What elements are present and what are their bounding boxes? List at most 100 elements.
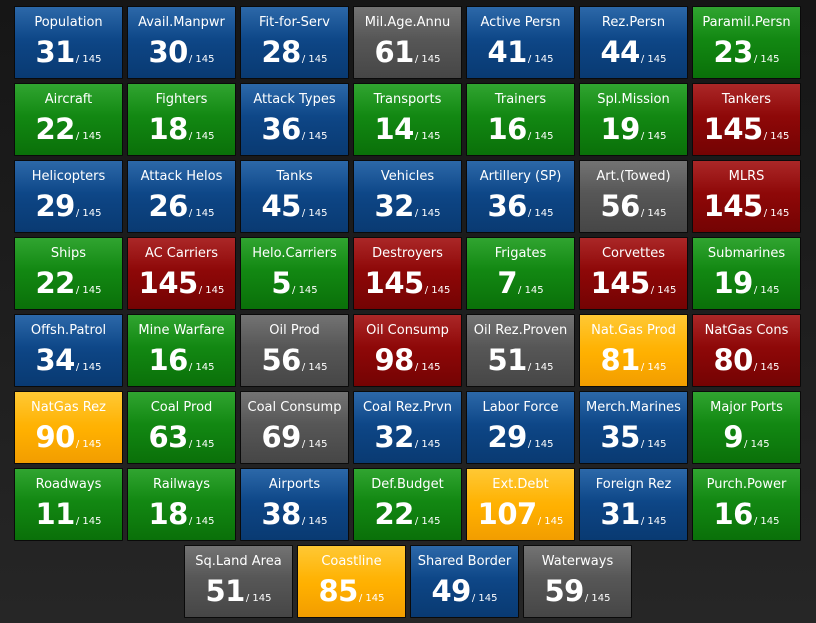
stat-rank-value: 29 xyxy=(35,189,76,223)
stat-tile-ships[interactable]: Ships 22/ 145 xyxy=(14,237,123,310)
stat-rank-total: / 145 xyxy=(292,285,318,296)
stat-rank-value: 26 xyxy=(148,189,189,223)
stat-rank-value: 11 xyxy=(35,497,76,531)
stat-tile-ac-carriers[interactable]: AC Carriers 145/ 145 xyxy=(127,237,236,310)
stat-tile-oil-consump[interactable]: Oil Consump 98/ 145 xyxy=(353,314,462,387)
stat-score: 31/ 145 xyxy=(15,34,122,70)
stat-tile-oil-prod[interactable]: Oil Prod 56/ 145 xyxy=(240,314,349,387)
stat-tile-artillery-sp[interactable]: Artillery (SP) 36/ 145 xyxy=(466,160,575,233)
stat-tile-coal-prod[interactable]: Coal Prod 63/ 145 xyxy=(127,391,236,464)
stat-tile-active-persn[interactable]: Active Persn 41/ 145 xyxy=(466,6,575,79)
stat-tile-destroyers[interactable]: Destroyers 145/ 145 xyxy=(353,237,462,310)
stat-tile-paramil-persn[interactable]: Paramil.Persn 23/ 145 xyxy=(692,6,801,79)
stat-rank-value: 29 xyxy=(487,420,528,454)
stat-rank-total: / 145 xyxy=(414,362,441,373)
stat-tile-mlrs[interactable]: MLRS 145/ 145 xyxy=(692,160,801,233)
stat-tile-frigates[interactable]: Frigates 7/ 145 xyxy=(466,237,575,310)
stat-tile-roadways[interactable]: Roadways 11/ 145 xyxy=(14,468,123,541)
stat-label: Oil Rez.Proven xyxy=(473,323,568,338)
stat-rank-value: 56 xyxy=(261,343,302,377)
stat-tile-def-budget[interactable]: Def.Budget 22/ 145 xyxy=(353,468,462,541)
stat-label: Airports xyxy=(268,477,321,492)
stat-tile-coal-rez-prvn[interactable]: Coal Rez.Prvn 32/ 145 xyxy=(353,391,462,464)
stat-rank-total: / 145 xyxy=(527,131,554,142)
stat-tile-railways[interactable]: Railways 18/ 145 xyxy=(127,468,236,541)
stat-tile-natgas-rez[interactable]: NatGas Rez 90/ 145 xyxy=(14,391,123,464)
stat-label: Art.(Towed) xyxy=(596,169,671,184)
stat-tile-trainers[interactable]: Trainers 16/ 145 xyxy=(466,83,575,156)
stat-label: Labor Force xyxy=(482,400,559,415)
stat-rank-total: / 145 xyxy=(414,54,441,65)
stat-rank-total: / 145 xyxy=(75,285,102,296)
stat-tile-rez-persn[interactable]: Rez.Persn 44/ 145 xyxy=(579,6,688,79)
stat-tile-labor-force[interactable]: Labor Force 29/ 145 xyxy=(466,391,575,464)
stat-score: 31/ 145 xyxy=(580,496,687,532)
stat-tile-tanks[interactable]: Tanks 45/ 145 xyxy=(240,160,349,233)
stat-tile-foreign-rez[interactable]: Foreign Rez 31/ 145 xyxy=(579,468,688,541)
stat-score: 69/ 145 xyxy=(241,419,348,455)
stat-tile-merch-marines[interactable]: Merch.Marines 35/ 145 xyxy=(579,391,688,464)
stat-tile-shared-border[interactable]: Shared Border 49/ 145 xyxy=(410,545,519,618)
stat-tile-oil-rez-proven[interactable]: Oil Rez.Proven 51/ 145 xyxy=(466,314,575,387)
stat-tile-sq-land-area[interactable]: Sq.Land Area 51/ 145 xyxy=(184,545,293,618)
stat-rank-value: 22 xyxy=(374,497,415,531)
stat-rank-value: 69 xyxy=(261,420,302,454)
stat-score: 90/ 145 xyxy=(15,419,122,455)
stat-score: 22/ 145 xyxy=(354,496,461,532)
stat-tile-avail-manpwr[interactable]: Avail.Manpwr 30/ 145 xyxy=(127,6,236,79)
stat-rank-value: 145 xyxy=(138,266,199,300)
stat-tile-purch-power[interactable]: Purch.Power 16/ 145 xyxy=(692,468,801,541)
stat-tile-corvettes[interactable]: Corvettes 145/ 145 xyxy=(579,237,688,310)
stat-rank-total: / 145 xyxy=(584,593,611,604)
stat-label: Shared Border xyxy=(417,554,512,569)
stat-rank-total: / 145 xyxy=(424,285,451,296)
stat-tile-attack-helos[interactable]: Attack Helos 26/ 145 xyxy=(127,160,236,233)
stat-rank-value: 31 xyxy=(600,497,641,531)
stat-tile-vehicles[interactable]: Vehicles 32/ 145 xyxy=(353,160,462,233)
stat-rank-value: 22 xyxy=(35,266,76,300)
rankings-grid: Population 31/ 145 Avail.Manpwr 30/ 145 Fit-… xyxy=(14,6,801,541)
stat-rank-total: / 145 xyxy=(75,516,102,527)
stat-tile-aircraft[interactable]: Aircraft 22/ 145 xyxy=(14,83,123,156)
stat-tile-mine-warfare[interactable]: Mine Warfare 16/ 145 xyxy=(127,314,236,387)
stat-tile-transports[interactable]: Transports 14/ 145 xyxy=(353,83,462,156)
stat-tile-major-ports[interactable]: Major Ports 9/ 145 xyxy=(692,391,801,464)
stat-tile-population[interactable]: Population 31/ 145 xyxy=(14,6,123,79)
stat-tile-helo-carriers[interactable]: Helo.Carriers 5/ 145 xyxy=(240,237,349,310)
stat-rank-total: / 145 xyxy=(301,54,328,65)
stat-tile-spl-mission[interactable]: Spl.Mission 19/ 145 xyxy=(579,83,688,156)
stat-rank-total: / 145 xyxy=(188,439,215,450)
stat-label: Corvettes xyxy=(601,246,666,261)
stat-tile-coal-consump[interactable]: Coal Consump 69/ 145 xyxy=(240,391,349,464)
stat-label: Oil Prod xyxy=(269,323,320,338)
stat-label: Destroyers xyxy=(372,246,443,261)
stat-tile-attack-types[interactable]: Attack Types 36/ 145 xyxy=(240,83,349,156)
stat-rank-total: / 145 xyxy=(301,131,328,142)
stat-score: 32/ 145 xyxy=(354,419,461,455)
stat-tile-airports[interactable]: Airports 38/ 145 xyxy=(240,468,349,541)
stat-tile-coastline[interactable]: Coastline 85/ 145 xyxy=(297,545,406,618)
stat-rank-value: 18 xyxy=(148,497,189,531)
stat-label: NatGas Rez xyxy=(30,400,106,415)
stat-tile-fighters[interactable]: Fighters 18/ 145 xyxy=(127,83,236,156)
stat-tile-natgas-cons[interactable]: NatGas Cons 80/ 145 xyxy=(692,314,801,387)
stat-rank-value: 63 xyxy=(148,420,189,454)
stat-tile-tankers[interactable]: Tankers 145/ 145 xyxy=(692,83,801,156)
stat-score: 28/ 145 xyxy=(241,34,348,70)
stat-tile-offsh-patrol[interactable]: Offsh.Patrol 34/ 145 xyxy=(14,314,123,387)
stat-tile-fit-for-serv[interactable]: Fit-for-Serv 28/ 145 xyxy=(240,6,349,79)
stat-tile-waterways[interactable]: Waterways 59/ 145 xyxy=(523,545,632,618)
stat-tile-mil-age-annu[interactable]: Mil.Age.Annu 61/ 145 xyxy=(353,6,462,79)
stat-label: Merch.Marines xyxy=(586,400,681,415)
stat-score: 18/ 145 xyxy=(128,496,235,532)
stat-tile-helicopters[interactable]: Helicopters 29/ 145 xyxy=(14,160,123,233)
stat-tile-ext-debt[interactable]: Ext.Debt 107/ 145 xyxy=(466,468,575,541)
stat-score: 44/ 145 xyxy=(580,34,687,70)
stat-score: 29/ 145 xyxy=(15,188,122,224)
stat-tile-submarines[interactable]: Submarines 19/ 145 xyxy=(692,237,801,310)
stat-tile-art-towed[interactable]: Art.(Towed) 56/ 145 xyxy=(579,160,688,233)
stat-rank-total: / 145 xyxy=(650,285,677,296)
stat-tile-nat-gas-prod[interactable]: Nat.Gas Prod 81/ 145 xyxy=(579,314,688,387)
stat-rank-total: / 145 xyxy=(527,439,554,450)
stat-rank-total: / 145 xyxy=(188,362,215,373)
